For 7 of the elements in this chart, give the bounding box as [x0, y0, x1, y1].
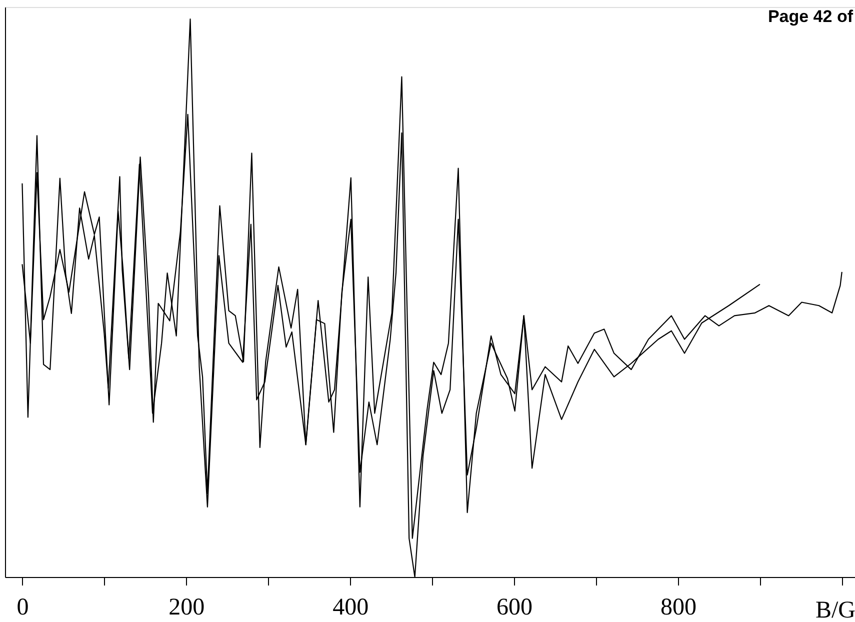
x-tick-label: 800 — [660, 594, 696, 620]
x-tick-label: 600 — [496, 594, 533, 620]
x-tick-label: 0 — [16, 594, 29, 620]
x-tick-label: 400 — [332, 594, 369, 620]
x-tick-label: 200 — [168, 594, 205, 620]
annotation: Page 42 of — [768, 7, 854, 26]
x-axis-title: B/G — [815, 598, 855, 622]
